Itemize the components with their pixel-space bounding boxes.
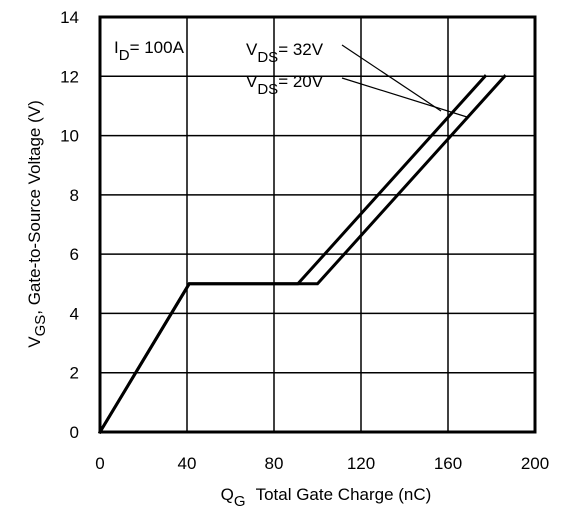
- series-line-1: [97, 74, 488, 435]
- y-tick-label: 6: [70, 245, 79, 264]
- y-tick-label: 12: [60, 67, 79, 86]
- y-axis-text: , Gate-to-Source Voltage (V): [25, 100, 44, 315]
- annotation-vds-20-text: = 20V: [278, 72, 324, 91]
- annotation-id: ID= 100A: [114, 38, 185, 64]
- annotation-vds-20-subscript: DS: [257, 81, 278, 98]
- annotation-vds-20: VDS= 20V: [246, 72, 324, 98]
- annotation-vds-32-subscript: DS: [257, 49, 278, 66]
- x-axis-subscript: G: [234, 493, 246, 510]
- annotation-vds-32-symbol: V: [246, 40, 258, 59]
- tick-layer: 0 40 80 120 160 200 0 2 4 6 8 10 12 14: [60, 8, 549, 473]
- y-tick-label: 2: [70, 364, 79, 383]
- y-tick-label: 14: [60, 8, 79, 27]
- x-axis-symbol: Q: [221, 485, 234, 504]
- x-tick-label: 200: [521, 454, 549, 473]
- x-axis-text: Total Gate Charge (nC): [256, 485, 432, 504]
- x-tick-label: 80: [265, 454, 284, 473]
- leader-line-vds-32: [341, 44, 442, 112]
- y-axis-label: VGS, Gate-to-Source Voltage (V): [25, 100, 49, 348]
- y-tick-label: 0: [70, 423, 79, 442]
- y-axis-symbol: V: [25, 336, 44, 348]
- x-axis-label: QG Total Gate Charge (nC): [221, 485, 432, 510]
- x-tick-label: 120: [347, 454, 375, 473]
- annotation-vds-32: VDS= 32V: [246, 40, 324, 66]
- y-tick-label: 10: [60, 127, 79, 146]
- plot-frame: [98, 15, 537, 434]
- series-layer: [97, 74, 507, 435]
- annotation-vds-32-text: = 32V: [278, 40, 324, 59]
- leader-line-vds-20: [341, 77, 468, 118]
- annotation-id-subscript: D: [119, 47, 130, 64]
- x-tick-label: 0: [95, 454, 104, 473]
- y-tick-label: 8: [70, 186, 79, 205]
- y-axis-subscript: GS: [32, 315, 49, 337]
- annotation-id-symbol: I: [114, 38, 119, 57]
- x-tick-label: 40: [178, 454, 197, 473]
- annotation-vds-20-symbol: V: [246, 72, 258, 91]
- annotation-id-text: = 100A: [130, 38, 185, 57]
- y-tick-label: 4: [70, 304, 79, 323]
- x-tick-label: 160: [434, 454, 462, 473]
